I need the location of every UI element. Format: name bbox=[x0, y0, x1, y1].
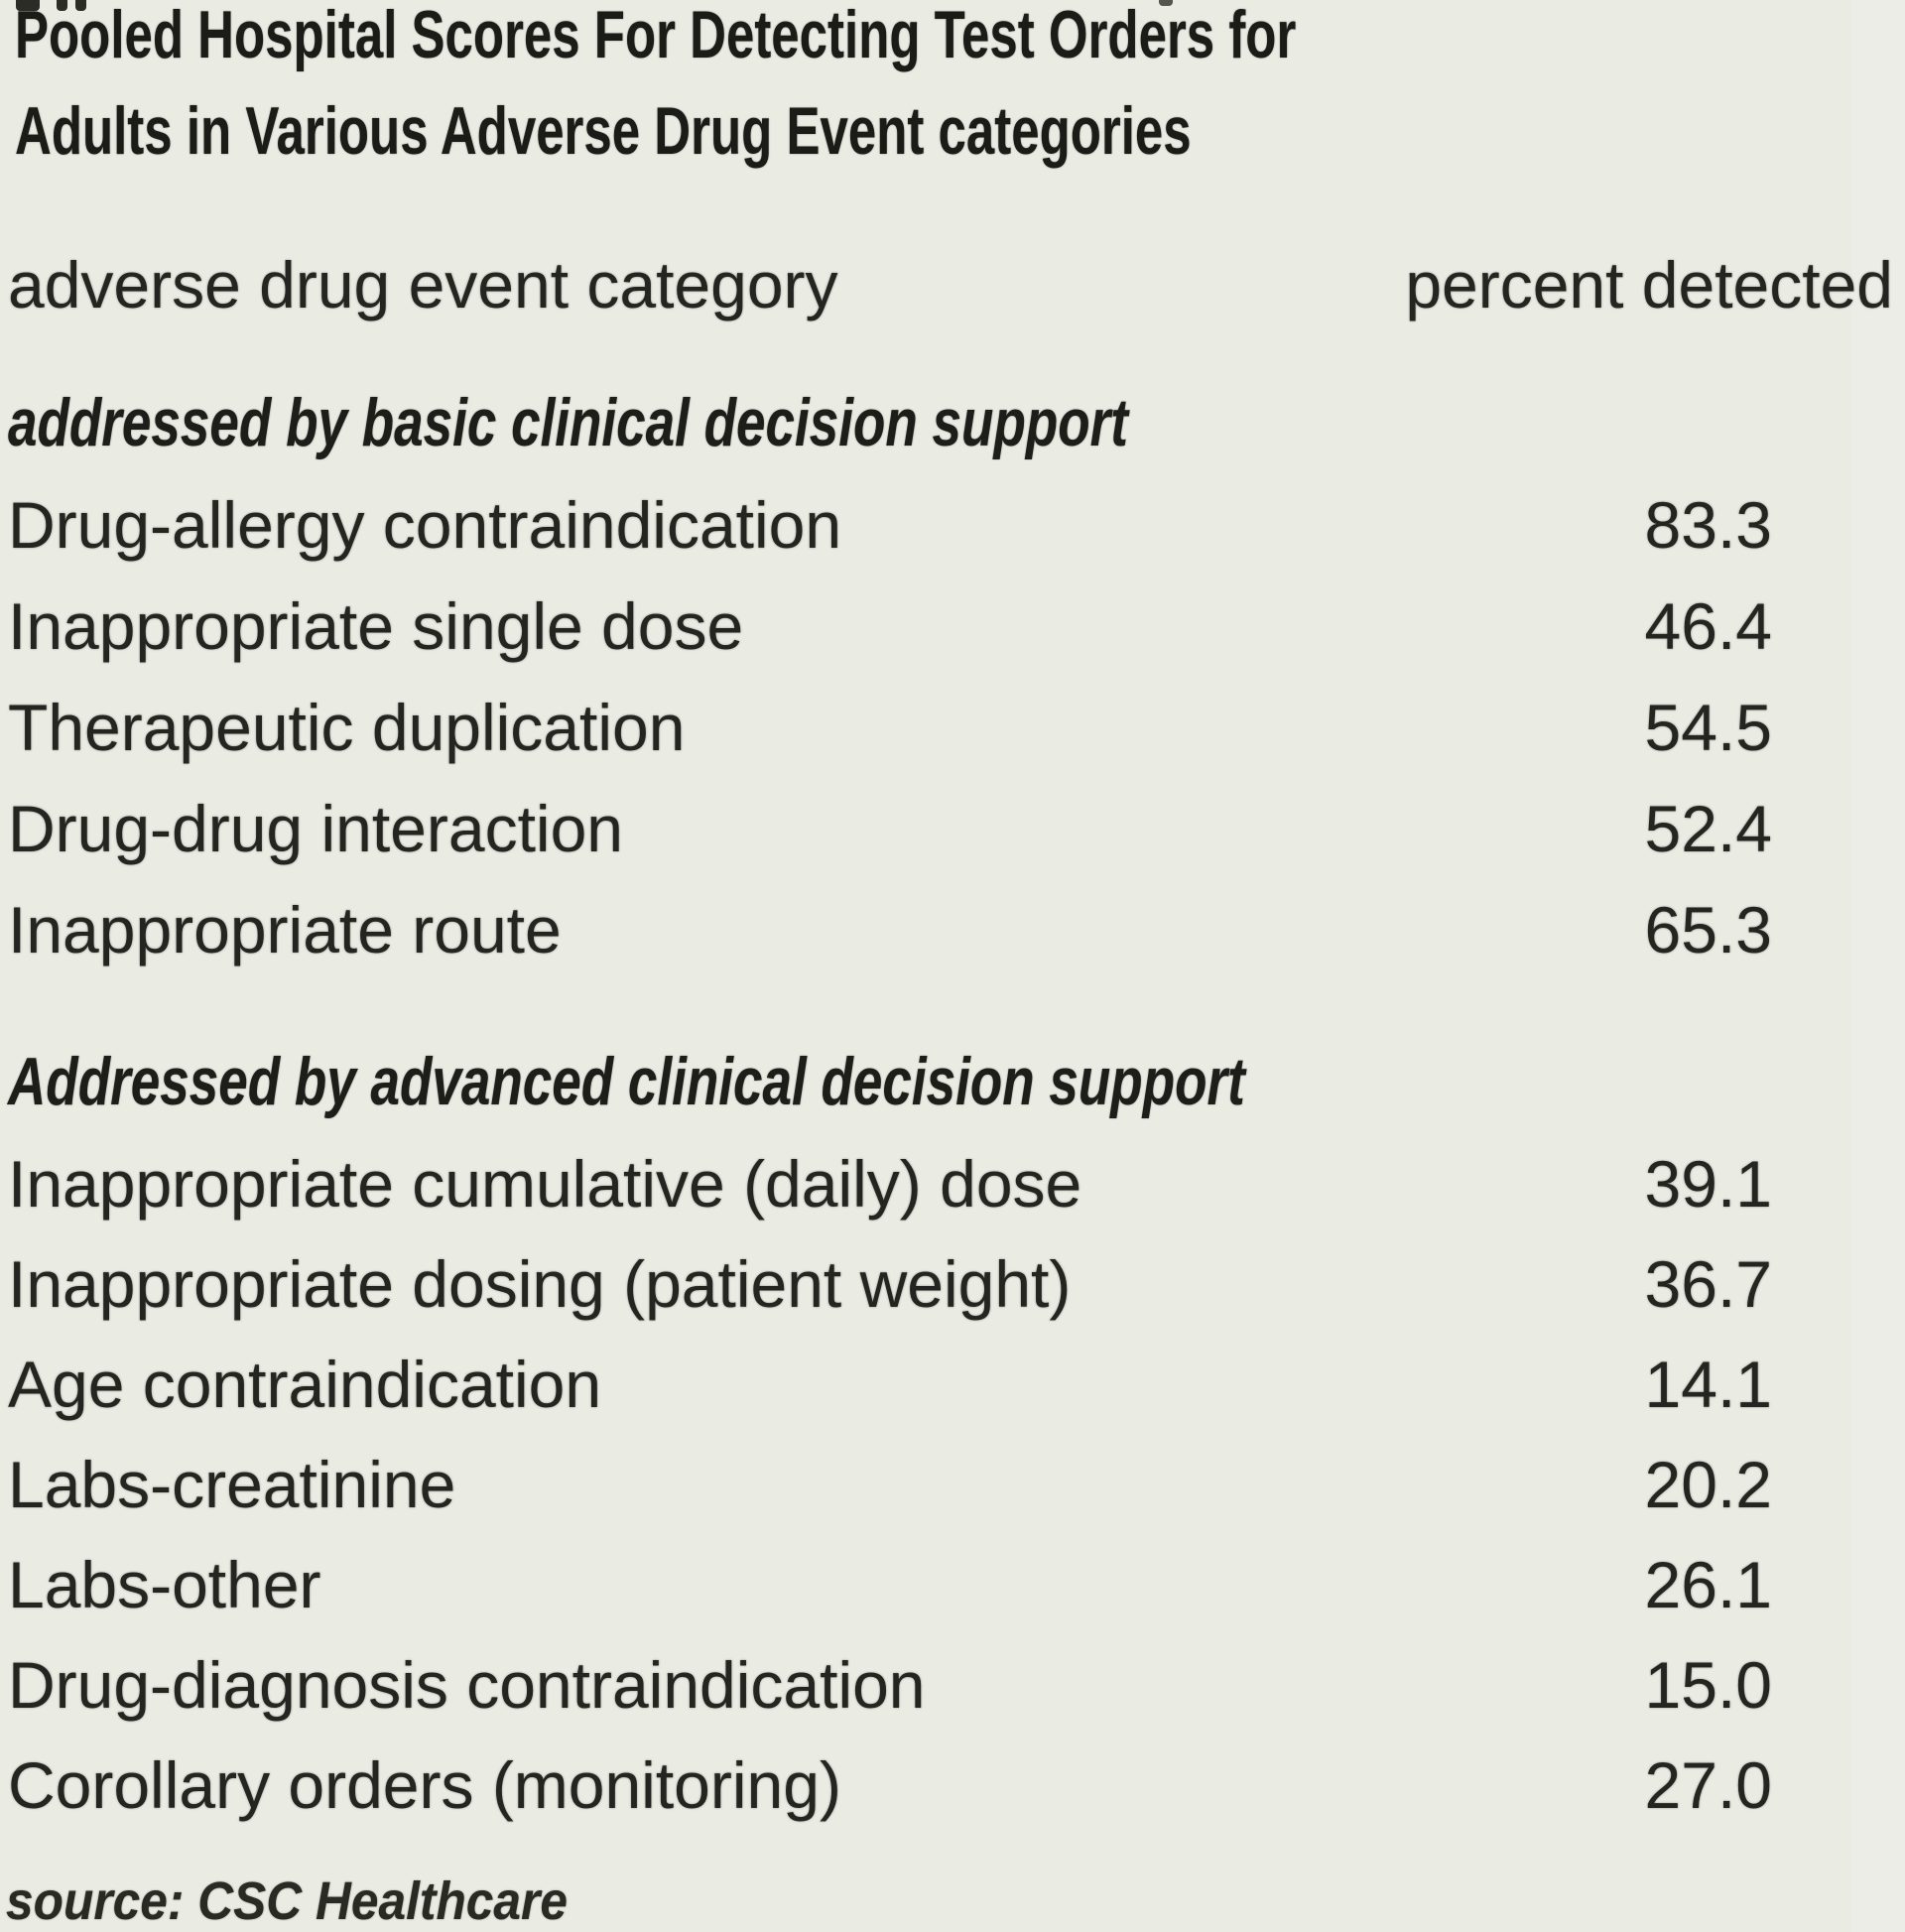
cropped-text-remnant bbox=[1159, 0, 1173, 6]
table-row: Age contraindication 14.1 bbox=[8, 1352, 1905, 1417]
row-category: Age contraindication bbox=[8, 1348, 602, 1421]
row-category: Corollary orders (monitoring) bbox=[8, 1748, 841, 1822]
row-category: Inappropriate dosing (patient weight) bbox=[8, 1247, 1072, 1321]
table-row: Inappropriate route 65.3 bbox=[8, 897, 1905, 963]
row-category: Labs-creatinine bbox=[8, 1448, 456, 1521]
chart-title: Pooled Hospital Scores For Detecting Tes… bbox=[15, 0, 1296, 180]
section-header-advanced-cds: Addressed by advanced clinical decision … bbox=[8, 1044, 1245, 1119]
source-attribution: source: CSC Healthcare bbox=[6, 1871, 569, 1931]
row-category: Inappropriate route bbox=[8, 893, 562, 966]
table-row: Inappropriate single dose 46.4 bbox=[8, 593, 1905, 659]
row-value: 14.1 bbox=[1644, 1348, 1772, 1421]
row-category: Therapeutic duplication bbox=[8, 691, 686, 764]
row-category: Drug-allergy contraindication bbox=[8, 488, 842, 562]
table-row: Inappropriate dosing (patient weight) 36… bbox=[8, 1251, 1905, 1317]
row-category: Inappropriate single dose bbox=[8, 589, 744, 663]
table-row: Therapeutic duplication 54.5 bbox=[8, 695, 1905, 760]
row-category: Drug-drug interaction bbox=[8, 792, 623, 865]
row-value: 15.0 bbox=[1644, 1648, 1772, 1722]
column-header-row: adverse drug event category percent dete… bbox=[8, 252, 1905, 318]
row-value: 20.2 bbox=[1644, 1448, 1772, 1521]
row-value: 54.5 bbox=[1644, 691, 1772, 764]
table-row: Labs-creatinine 20.2 bbox=[8, 1452, 1905, 1517]
table-row: Inappropriate cumulative (daily) dose 39… bbox=[8, 1151, 1905, 1217]
chart-title-line2: Adults in Various Adverse Drug Event cat… bbox=[15, 93, 1192, 169]
chart-title-line1: Pooled Hospital Scores For Detecting Tes… bbox=[15, 0, 1297, 72]
table-row: Drug-diagnosis contraindication 15.0 bbox=[8, 1652, 1905, 1718]
table-row: Drug-drug interaction 52.4 bbox=[8, 796, 1905, 861]
row-category: Inappropriate cumulative (daily) dose bbox=[8, 1147, 1082, 1221]
table-row: Drug-allergy contraindication 83.3 bbox=[8, 492, 1905, 558]
table-row: Corollary orders (monitoring) 27.0 bbox=[8, 1752, 1905, 1818]
column-header-percent-detected: percent detected bbox=[1405, 248, 1893, 322]
table-row: Labs-other 26.1 bbox=[8, 1552, 1905, 1617]
column-header-category: adverse drug event category bbox=[8, 248, 838, 322]
row-value: 83.3 bbox=[1644, 488, 1772, 562]
row-value: 26.1 bbox=[1644, 1548, 1772, 1621]
row-value: 39.1 bbox=[1644, 1147, 1772, 1221]
row-category: Labs-other bbox=[8, 1548, 321, 1621]
section-header-basic-cds: addressed by basic clinical decision sup… bbox=[8, 385, 1128, 460]
row-value: 46.4 bbox=[1644, 589, 1772, 663]
cropped-text-remnant bbox=[75, 0, 86, 11]
cropped-text-remnant bbox=[16, 0, 40, 11]
row-value: 27.0 bbox=[1644, 1748, 1772, 1822]
row-value: 36.7 bbox=[1644, 1247, 1772, 1321]
row-value: 65.3 bbox=[1644, 893, 1772, 966]
page-edge-band bbox=[1851, 0, 1905, 1932]
cropped-text-remnant bbox=[57, 0, 67, 11]
row-category: Drug-diagnosis contraindication bbox=[8, 1648, 926, 1722]
row-value: 52.4 bbox=[1644, 792, 1772, 865]
